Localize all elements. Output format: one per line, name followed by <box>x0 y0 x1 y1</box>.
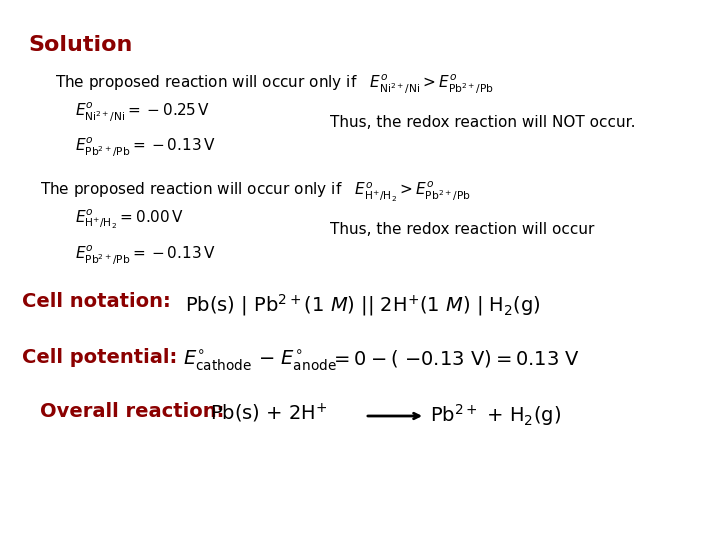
Text: The proposed reaction will occur only if   $E^{o}_{\mathrm{H^{+}/H_{2}}} > E^{o}: The proposed reaction will occur only if… <box>40 180 471 204</box>
Text: Solution: Solution <box>28 35 132 55</box>
Text: Cell potential:: Cell potential: <box>22 348 177 367</box>
Text: Thus, the redox reaction will occur: Thus, the redox reaction will occur <box>330 222 595 237</box>
Text: Cell notation:: Cell notation: <box>22 292 171 311</box>
Text: Thus, the redox reaction will NOT occur.: Thus, the redox reaction will NOT occur. <box>330 115 636 130</box>
Text: $E^{\circ}_{\mathrm{cathode}}$: $E^{\circ}_{\mathrm{cathode}}$ <box>183 348 252 373</box>
Text: $-\ E^{\circ}_{\mathrm{anode}}$: $-\ E^{\circ}_{\mathrm{anode}}$ <box>258 348 337 373</box>
Text: $= 0 - (\ {-0.13}\ \mathrm{V}) = 0.13\ \mathrm{V}$: $= 0 - (\ {-0.13}\ \mathrm{V}) = 0.13\ \… <box>330 348 580 369</box>
Text: $E^{o}_{\mathrm{Ni^{2+}/Ni}} = -0.25\,\mathrm{V}$: $E^{o}_{\mathrm{Ni^{2+}/Ni}} = -0.25\,\m… <box>75 100 210 124</box>
Text: Pb(s) + 2H$^{+}$: Pb(s) + 2H$^{+}$ <box>210 402 328 426</box>
Text: Overall reaction:: Overall reaction: <box>40 402 225 421</box>
Text: $E^{o}_{\mathrm{Pb^{2+}/Pb}} = -0.13\,\mathrm{V}$: $E^{o}_{\mathrm{Pb^{2+}/Pb}} = -0.13\,\m… <box>75 135 216 159</box>
Text: The proposed reaction will occur only if   $E^{o}_{\mathrm{Ni^{2+}/Ni}} > E^{o}_: The proposed reaction will occur only if… <box>55 72 494 96</box>
Text: $E^{o}_{\mathrm{H^{+}/H_{2}}} = 0.00\,\mathrm{V}$: $E^{o}_{\mathrm{H^{+}/H_{2}}} = 0.00\,\m… <box>75 208 184 232</box>
Text: Pb$^{2+}$ + H$_{2}$(g): Pb$^{2+}$ + H$_{2}$(g) <box>430 402 561 428</box>
Text: Pb(s) | Pb$^{2+}$(1 $\mathit{M}$) || 2H$^{+}$(1 $\mathit{M}$) | H$_{2}$(g): Pb(s) | Pb$^{2+}$(1 $\mathit{M}$) || 2H$… <box>185 292 541 318</box>
Text: $E^{o}_{\mathrm{Pb^{2+}/Pb}} = -0.13\,\mathrm{V}$: $E^{o}_{\mathrm{Pb^{2+}/Pb}} = -0.13\,\m… <box>75 243 216 267</box>
